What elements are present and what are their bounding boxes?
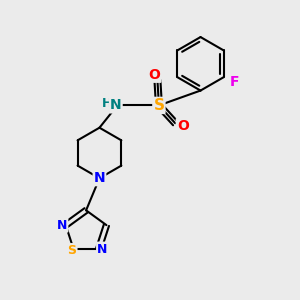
Text: N: N [94, 171, 105, 185]
Text: N: N [57, 219, 68, 232]
Text: O: O [177, 119, 189, 133]
Text: N: N [110, 98, 122, 112]
Text: S: S [68, 244, 76, 257]
Text: N: N [97, 242, 107, 256]
Text: S: S [153, 98, 164, 113]
Text: H: H [102, 98, 112, 110]
Text: O: O [148, 68, 160, 82]
Text: F: F [229, 75, 239, 88]
